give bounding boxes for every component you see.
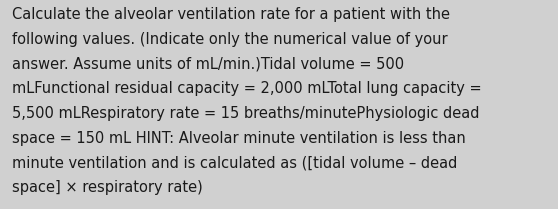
Text: 5,500 mLRespiratory rate = 15 breaths/minutePhysiologic dead: 5,500 mLRespiratory rate = 15 breaths/mi… (12, 106, 480, 121)
Text: minute ventilation and is calculated as ([tidal volume – dead: minute ventilation and is calculated as … (12, 155, 458, 170)
Text: space] × respiratory rate): space] × respiratory rate) (12, 180, 203, 195)
Text: Calculate the alveolar ventilation rate for a patient with the: Calculate the alveolar ventilation rate … (12, 7, 450, 22)
Text: mLFunctional residual capacity = 2,000 mLTotal lung capacity =: mLFunctional residual capacity = 2,000 m… (12, 81, 482, 96)
Text: answer. Assume units of mL/min.)Tidal volume = 500: answer. Assume units of mL/min.)Tidal vo… (12, 57, 405, 72)
Text: space = 150 mL HINT: Alveolar minute ventilation is less than: space = 150 mL HINT: Alveolar minute ven… (12, 131, 466, 146)
Text: following values. (Indicate only the numerical value of your: following values. (Indicate only the num… (12, 32, 448, 47)
